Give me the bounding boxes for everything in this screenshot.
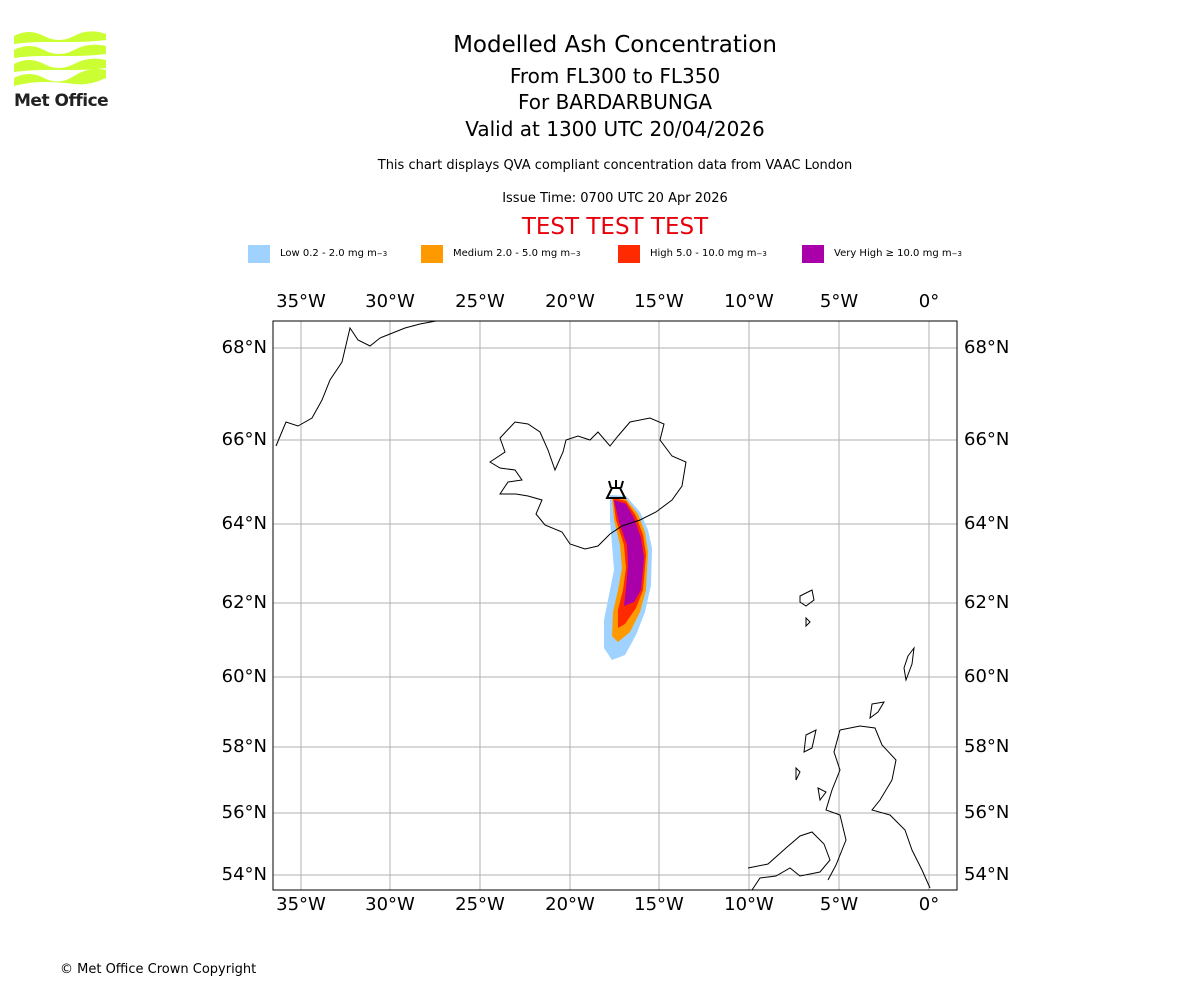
shetland-islands bbox=[903, 646, 915, 682]
lon-label-bottom: 30°W bbox=[365, 894, 415, 915]
lon-label-bottom: 15°W bbox=[634, 894, 684, 915]
lat-label-right: 62°N bbox=[964, 592, 1010, 613]
legend-label: Medium 2.0 - 5.0 mg m bbox=[453, 248, 571, 259]
lon-label-bottom: 25°W bbox=[455, 894, 505, 915]
lon-label-top: 5°W bbox=[819, 291, 859, 312]
lat-label-left: 62°N bbox=[221, 592, 267, 613]
valid-time: Valid at 1300 UTC 20/04/2026 bbox=[465, 117, 765, 141]
legend-swatch bbox=[421, 244, 443, 263]
lon-label-top: 20°W bbox=[545, 291, 595, 312]
legend-item-low: Low 0.2 - 2.0 mg m −3 bbox=[248, 244, 387, 263]
volcano-icon bbox=[605, 480, 627, 499]
hebrides-islands bbox=[795, 729, 827, 802]
issue-time: Issue Time: 0700 UTC 20 Apr 2026 bbox=[502, 191, 728, 206]
met-office-logo-waves bbox=[14, 31, 106, 86]
lon-label-top: 25°W bbox=[455, 291, 505, 312]
legend-exponent: −3 bbox=[376, 249, 388, 258]
legend-swatch bbox=[802, 244, 824, 263]
lat-label-right: 64°N bbox=[964, 513, 1010, 534]
lat-label-right: 68°N bbox=[964, 337, 1010, 358]
legend-item-medium: Medium 2.0 - 5.0 mg m −3 bbox=[421, 244, 580, 263]
lon-label-top: 35°W bbox=[276, 291, 326, 312]
lon-label-top: 15°W bbox=[634, 291, 684, 312]
lat-label-right: 54°N bbox=[964, 864, 1010, 885]
legend-swatch bbox=[248, 244, 270, 263]
legend-exponent: −3 bbox=[570, 249, 581, 258]
lat-label-right: 58°N bbox=[964, 736, 1010, 757]
legend-exponent: −3 bbox=[951, 249, 962, 258]
iceland-coast bbox=[489, 417, 687, 550]
legend-swatch bbox=[618, 244, 640, 263]
lat-label-left: 54°N bbox=[221, 864, 267, 885]
legend-label: High 5.0 - 10.0 mg m bbox=[650, 248, 757, 259]
lon-label-top: 10°W bbox=[724, 291, 774, 312]
legend-item-very-high: Very High ≥ 10.0 mg m −3 bbox=[802, 244, 962, 263]
orkney-islands bbox=[869, 701, 885, 720]
scotland-coast bbox=[825, 725, 931, 889]
test-banner: TEST TEST TEST bbox=[521, 214, 709, 240]
volcano-name: For BARDARBUNGA bbox=[517, 90, 713, 114]
lat-label-right: 56°N bbox=[964, 802, 1010, 823]
lon-label-bottom: 0° bbox=[918, 894, 940, 915]
lon-label-top: 0° bbox=[918, 291, 940, 312]
map-frame bbox=[272, 320, 958, 891]
ireland-coast bbox=[747, 831, 831, 890]
lat-label-right: 60°N bbox=[964, 666, 1010, 687]
lon-label-bottom: 10°W bbox=[724, 894, 774, 915]
lat-label-left: 58°N bbox=[221, 736, 267, 757]
lat-label-left: 68°N bbox=[221, 337, 267, 358]
legend-label: Low 0.2 - 2.0 mg m bbox=[280, 248, 377, 259]
legend-item-high: High 5.0 - 10.0 mg m −3 bbox=[618, 244, 767, 263]
subtitle: This chart displays QVA compliant concen… bbox=[377, 158, 853, 173]
lat-label-left: 60°N bbox=[221, 666, 267, 687]
lon-label-bottom: 5°W bbox=[819, 894, 859, 915]
lat-label-left: 56°N bbox=[221, 802, 267, 823]
lat-label-left: 66°N bbox=[221, 429, 267, 450]
faroe-islands bbox=[799, 589, 815, 628]
lat-label-left: 64°N bbox=[221, 513, 267, 534]
copyright: © Met Office Crown Copyright bbox=[60, 962, 257, 977]
met-office-logo-text: Met Office bbox=[14, 91, 109, 111]
lon-label-bottom: 20°W bbox=[545, 894, 595, 915]
legend-exponent: −3 bbox=[756, 249, 767, 258]
lat-label-right: 66°N bbox=[964, 429, 1010, 450]
flight-levels: From FL300 to FL350 bbox=[509, 64, 721, 88]
legend-label: Very High ≥ 10.0 mg m bbox=[834, 248, 952, 259]
coastlines bbox=[275, 321, 931, 890]
greenland-coast bbox=[275, 321, 437, 447]
lon-label-top: 30°W bbox=[365, 291, 415, 312]
chart-title: Modelled Ash Concentration bbox=[453, 32, 777, 58]
lon-label-bottom: 35°W bbox=[276, 894, 326, 915]
